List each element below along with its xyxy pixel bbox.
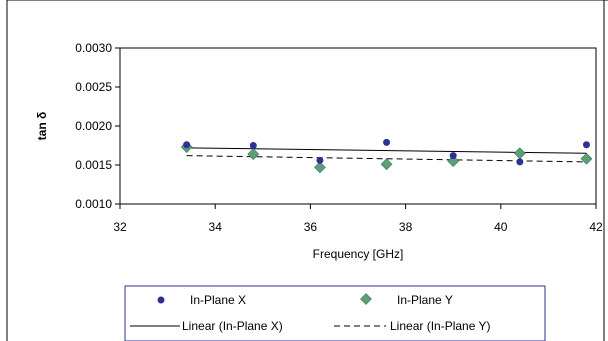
y-axis: 0.0010 0.0015 0.0020 0.0025 0.0030: [75, 41, 120, 211]
data-point-in-plane-x: [516, 158, 524, 166]
data-point-in-plane-x: [383, 138, 391, 146]
plot-area: [119, 47, 597, 205]
legend-box: [124, 285, 546, 341]
x-tick-label: 32: [113, 220, 127, 234]
legend-label-linear-x: Linear (In-Plane X): [182, 319, 283, 333]
legend-label-linear-y: Linear (In-Plane Y): [390, 319, 491, 333]
data-points: [180, 138, 593, 174]
x-tick-label: 42: [589, 220, 603, 234]
data-point-in-plane-y: [380, 158, 393, 171]
data-point-in-plane-y: [513, 147, 526, 160]
legend-label-in-plane-x: In-Plane X: [190, 293, 246, 307]
legend-marker-in-plane-y: [360, 293, 372, 305]
y-tick-label: 0.0010: [75, 197, 112, 211]
data-point-in-plane-x: [449, 152, 457, 160]
x-tick-label: 34: [209, 220, 223, 234]
data-point-in-plane-y: [580, 152, 593, 165]
y-tick-label: 0.0015: [75, 158, 112, 172]
legend: In-Plane X In-Plane Y Linear (In-Plane X) L…: [130, 293, 491, 333]
x-axis-title: Frequency [GHz]: [313, 247, 404, 261]
legend-label-in-plane-y: In-Plane Y: [397, 293, 453, 307]
y-tick-label: 0.0020: [75, 119, 112, 133]
y-axis-title: tan δ: [35, 112, 49, 141]
trendline: [186, 147, 587, 154]
data-point-in-plane-y: [447, 155, 460, 168]
x-tick-label: 38: [399, 220, 413, 234]
data-point-in-plane-x: [183, 141, 191, 149]
x-tick-label: 36: [304, 220, 318, 234]
data-point-in-plane-x: [249, 142, 257, 149]
x-tick-label: 40: [494, 220, 508, 234]
data-point-in-plane-x: [316, 156, 324, 164]
x-axis: 32 34 36 38 40 42: [113, 204, 603, 234]
data-point-in-plane-y: [247, 148, 260, 161]
legend-marker-in-plane-x: [157, 296, 165, 304]
y-tick-label: 0.0030: [75, 41, 112, 55]
data-point-in-plane-y: [313, 161, 326, 174]
data-point-in-plane-x: [582, 141, 590, 149]
y-tick-label: 0.0025: [75, 80, 112, 94]
